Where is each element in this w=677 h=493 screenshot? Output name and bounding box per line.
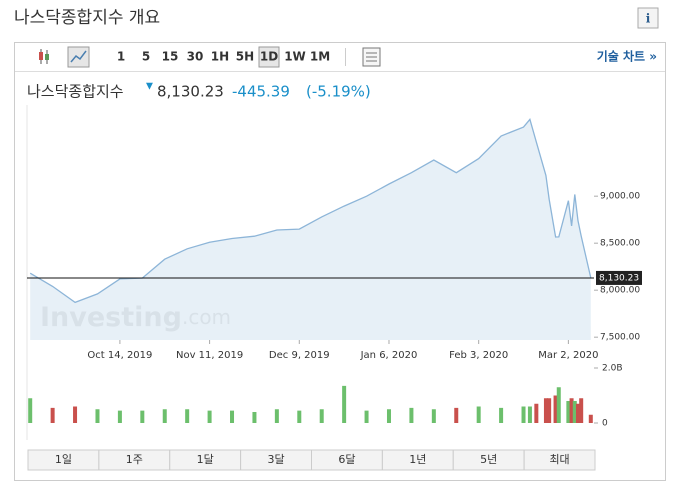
y-tick-label: 8,500.00 [600,239,640,249]
table-icon[interactable] [362,47,381,67]
volume-bar [566,401,571,423]
interval-button[interactable]: 30 [187,50,204,64]
x-tick-label: Jan 6, 2020 [360,350,418,361]
volume-bar [28,398,33,423]
volume-bar [476,406,481,423]
volume-bar [553,395,558,423]
range-label: 5년 [480,453,497,466]
volume-bar [534,403,539,423]
volume-tick-label: 0 [602,419,608,429]
volume-bar [252,412,257,423]
volume-bar [527,406,532,423]
volume-bar [274,409,279,423]
range-label: 6달 [338,453,355,466]
volume-bar [50,407,55,423]
quote-name: 나스닥종합지수 [27,83,124,101]
volume-bar [556,387,561,423]
line-icon [70,50,87,63]
y-tick-label: 7,500.00 [600,333,640,343]
x-tick-label: Nov 11, 2019 [176,350,243,361]
volume-bar [162,409,167,423]
interval-button[interactable]: 15 [162,50,179,64]
interval-button[interactable]: 5 [142,50,150,64]
volume-bar [572,401,577,423]
volume-bar [386,409,391,423]
volume-bar [73,406,78,423]
price-area [30,119,591,341]
volume-bar [588,414,593,423]
volume-bar [185,409,190,423]
interval-button[interactable]: 1 [117,50,125,64]
range-label: 1일 [55,452,72,466]
page-title: 나스닥종합지수 개요 [14,8,160,28]
y-tick-label: 8,000.00 [600,286,640,296]
interval-selected [258,46,280,68]
volume-bar [454,407,459,423]
y-tick-label: 9,000.00 [600,192,640,202]
volume-bar [230,410,235,423]
candle-icon[interactable] [39,49,49,64]
volume-bar [543,398,548,423]
volume-bar [575,403,580,423]
volume-bar [364,410,369,423]
range-label: 1주 [126,453,143,466]
volume-bar [521,406,526,423]
range-label: 3달 [268,453,285,466]
volume-bar [569,398,574,423]
x-tick-label: Feb 3, 2020 [449,350,508,361]
volume-bar [95,409,100,423]
volume-bar [297,410,302,423]
interval-button[interactable]: 1D [260,50,278,64]
volume-bar [409,407,414,423]
volume-bar [579,398,584,423]
volume-bar [140,410,145,423]
info-button[interactable] [637,7,659,29]
quote-star: ▼ [146,82,153,92]
volume-bar [207,410,212,423]
range-label: 1달 [197,453,214,466]
quote-change: -445.39 [232,83,290,101]
quote-price: 8,130.23 [157,83,224,101]
volume-bar [547,398,552,423]
quote-change-percent: (-5.19%) [306,83,371,101]
x-tick-label: Mar 2, 2020 [538,350,598,361]
interval-button[interactable]: 1H [211,50,229,64]
price-line [29,118,592,304]
volume-bar [499,407,504,423]
interval-button[interactable]: 5H [236,50,254,64]
technical-chart-link[interactable]: 기술 차트 » [597,49,657,64]
last-price-box [596,270,642,285]
x-tick-label: Dec 9, 2019 [269,350,330,361]
range-button[interactable] [523,449,596,471]
range-label: 1년 [409,453,426,466]
interval-button[interactable]: 1M [310,50,330,64]
info-icon: i [646,12,651,26]
volume-bar [342,385,347,423]
interval-button[interactable]: 1W [284,50,306,64]
last-price-label: 8,130.23 [599,273,639,283]
x-tick-label: Oct 14, 2019 [87,350,152,361]
volume-bar [117,410,122,423]
volume-tick-label: 2.0B [602,364,623,374]
range-label: 최대 [549,453,569,466]
volume-bar [319,409,324,423]
volume-bar [431,409,436,423]
